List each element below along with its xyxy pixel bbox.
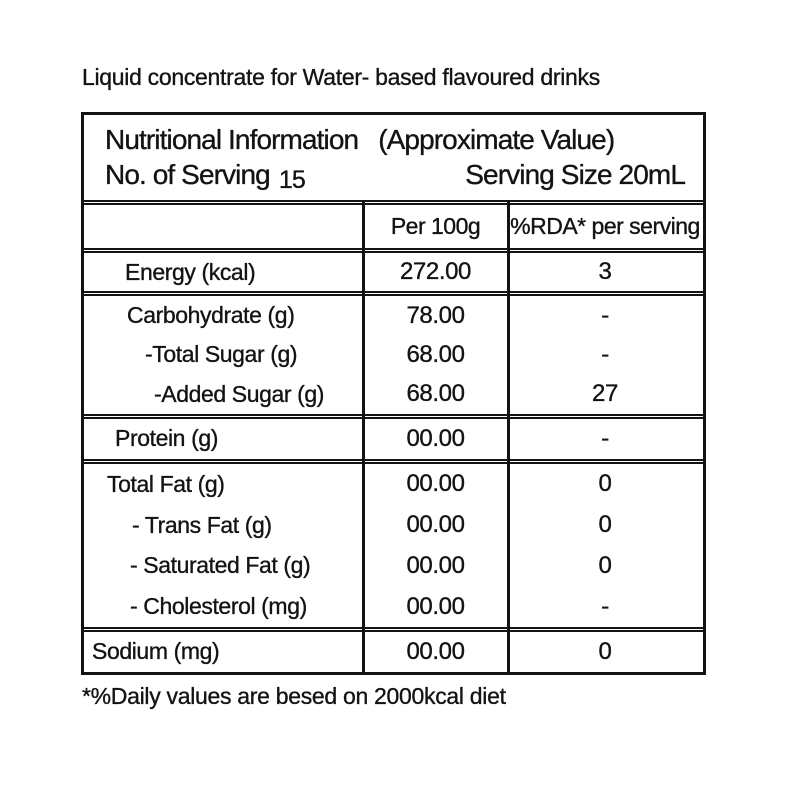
servings-label: No. of Serving (105, 159, 271, 190)
row-label: Carbohydrate (g) (127, 302, 295, 329)
section-carbohydrate: Carbohydrate (g) 78.00 - -Total Sugar (g… (84, 296, 703, 414)
row-label: - Trans Fat (g) (132, 511, 272, 538)
table-row: -Added Sugar (g) 68.00 27 (84, 375, 703, 414)
column-divider (507, 200, 510, 672)
rda-value: 0 (598, 511, 612, 539)
rda-value: 27 (592, 380, 619, 408)
table-title: Nutritional Information (105, 124, 359, 155)
rda-value: 0 (598, 470, 612, 498)
per-100g-value: 00.00 (406, 551, 465, 579)
per-100g-value: 272.00 (399, 258, 472, 285)
section-divider (84, 291, 703, 296)
section-divider (84, 200, 703, 205)
per-100g-value: 00.00 (406, 470, 465, 498)
daily-value-footnote: *%Daily values are besed on 2000kcal die… (82, 683, 506, 709)
section-energy: Energy (kcal) 272.00 3 (84, 253, 703, 291)
page-title: Liquid concentrate for Water- based flav… (82, 64, 601, 90)
table-row: -Total Sugar (g) 68.00 - (84, 335, 703, 374)
rda-value: 0 (598, 551, 612, 579)
per-100g-value: 78.00 (406, 301, 465, 329)
per-100g-value: 68.00 (406, 340, 465, 368)
table-header-line-2: No. of Serving 15 Serving Size 20mL (105, 157, 693, 194)
per-100g-value: 68.00 (406, 380, 465, 408)
rda-value: - (601, 301, 609, 329)
rda-value: 0 (598, 637, 612, 665)
column-header-per-100g: Per 100g (390, 213, 481, 239)
section-fat: Total Fat (g) 00.00 0 - Trans Fat (g) 00… (84, 464, 703, 627)
row-label: -Added Sugar (g) (154, 380, 325, 407)
row-label: Total Fat (g) (107, 470, 225, 497)
table-row: - Cholesterol (mg) 00.00 - (84, 586, 703, 627)
row-label: Energy (kcal) (125, 258, 256, 285)
rda-value: - (601, 424, 609, 452)
column-header-row: Per 100g %RDA* per serving (84, 205, 703, 248)
table-row: Total Fat (g) 00.00 0 (84, 464, 703, 505)
column-divider (362, 200, 365, 672)
per-100g-value: 00.00 (406, 424, 465, 452)
row-label: - Saturated Fat (g) (130, 552, 311, 579)
section-divider (84, 248, 703, 253)
section-protein: Protein (g) 00.00 - (84, 419, 703, 459)
section-divider (84, 458, 703, 464)
row-label: - Cholesterol (mg) (130, 593, 308, 620)
approximate-value-note: (Approximate Value) (378, 124, 615, 155)
servings-value: 15 (278, 166, 306, 194)
row-label: Sodium (mg) (92, 638, 220, 665)
table-row: Carbohydrate (g) 78.00 - (84, 296, 703, 335)
section-divider (84, 626, 703, 632)
per-100g-value: 00.00 (406, 592, 465, 620)
rda-value: - (601, 592, 609, 620)
table-row: - Saturated Fat (g) 00.00 0 (84, 545, 703, 586)
table-row: Protein (g) 00.00 - (84, 419, 703, 459)
section-sodium: Sodium (mg) 00.00 0 (84, 632, 703, 672)
table-row: Energy (kcal) 272.00 3 (84, 253, 703, 291)
section-divider (84, 413, 703, 419)
rda-value: 3 (598, 258, 612, 285)
serving-size: Serving Size 20mL (465, 159, 686, 190)
rda-value: - (601, 340, 609, 368)
per-100g-value: 00.00 (406, 637, 465, 665)
table-header-line-1: Nutritional Information (Approximate Val… (105, 122, 693, 157)
table-row: Sodium (mg) 00.00 0 (84, 632, 703, 672)
table-row: - Trans Fat (g) 00.00 0 (84, 505, 703, 546)
row-label: -Total Sugar (g) (145, 341, 298, 368)
column-header-rda: %RDA* per serving (510, 213, 700, 239)
per-100g-value: 00.00 (406, 511, 465, 539)
nutrition-table: Nutritional Information (Approximate Val… (81, 112, 706, 675)
table-header: Nutritional Information (Approximate Val… (84, 115, 703, 200)
row-label: Protein (g) (115, 425, 219, 452)
